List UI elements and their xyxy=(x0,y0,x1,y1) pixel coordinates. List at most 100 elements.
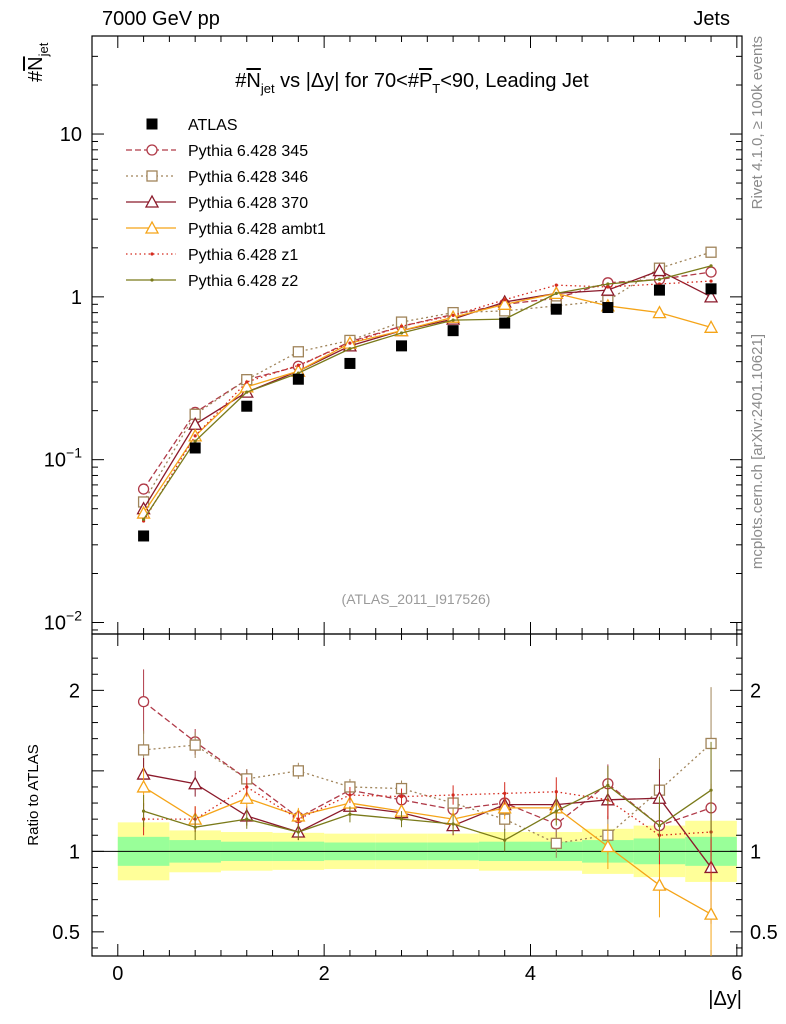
title-part-g: <90, Leading Jet xyxy=(440,70,589,92)
ratio-point-pythia-6-428-ambt1 xyxy=(703,906,719,920)
ratio-point-pythia-6-428-z2 xyxy=(399,817,404,821)
ratio-point-pythia-6-428-z1 xyxy=(503,791,507,795)
ylabel-part-b: N xyxy=(25,56,47,70)
analysis-watermark: (ATLAS_2011_I917526) xyxy=(342,591,491,607)
series-line-pythia-6-428-ambt1 xyxy=(143,292,712,514)
data-point-pythia-6-428-z2 xyxy=(657,277,662,281)
data-point-atlas xyxy=(344,357,356,369)
ratio-point-pythia-6-428-346 xyxy=(292,765,304,777)
data-point-pythia-6-428-z2 xyxy=(554,291,558,296)
ratio-line-pythia-6-428-z1 xyxy=(143,786,712,836)
ratio-point-pythia-6-428-z2 xyxy=(296,830,300,834)
main-y-axis-label: #Njet xyxy=(25,42,51,82)
ratio-y-tick-label: 2 xyxy=(69,680,80,702)
data-point-atlas xyxy=(189,442,201,454)
x-axis-label: |Δy| xyxy=(708,988,742,1010)
header-right-label: Jets xyxy=(693,8,730,30)
data-point-pythia-6-428-z1 xyxy=(296,363,300,367)
title-part-b: N xyxy=(246,70,260,92)
ratio-point-pythia-6-428-ambt1 xyxy=(239,790,254,804)
ylabel-part-a: # xyxy=(25,70,47,82)
ratio-point-pythia-6-428-z2 xyxy=(554,809,558,813)
ratio-point-pythia-6-428-345 xyxy=(137,695,150,708)
x-tick-label: 6 xyxy=(731,963,742,985)
series-line-pythia-6-428-370 xyxy=(143,269,712,510)
data-point-pythia-6-428-370 xyxy=(703,289,719,303)
legend-label-pythia-6-428-345: Pythia 6.428 345 xyxy=(188,143,308,160)
x-tick-label: 0 xyxy=(112,963,123,985)
data-point-atlas xyxy=(550,303,562,315)
ratio-y-tick-label: 0.5 xyxy=(52,922,80,944)
data-point-pythia-6-428-z2 xyxy=(245,390,249,394)
legend: ATLAS Pythia 6.428 345 Pythia 6.428 346 Pyt… xyxy=(126,117,326,290)
ratio-point-pythia-6-428-z1 xyxy=(554,790,558,794)
data-point-atlas xyxy=(292,373,304,385)
data-point-pythia-6-428-ambt1 xyxy=(652,305,667,319)
main-plot-axes: 10 1 10−1 10−2 xyxy=(44,35,743,635)
ratio-point-pythia-6-428-346 xyxy=(189,739,201,751)
rivet-version-label: Rivet 4.1.0, ≥ 100k events xyxy=(749,36,766,209)
legend-label-pythia-6-428-ambt1: Pythia 6.428 ambt1 xyxy=(188,221,326,238)
ratio-point-pythia-6-428-346 xyxy=(550,837,562,849)
ratio-point-pythia-6-428-z1 xyxy=(399,795,404,799)
series-line-pythia-6-428-z1 xyxy=(143,280,712,522)
data-point-pythia-6-428-z2 xyxy=(399,331,404,335)
ratio-point-pythia-6-428-z2 xyxy=(245,817,249,821)
legend-marker-pythia-6-428-z2 xyxy=(150,278,154,282)
legend-label-pythia-6-428-z1: Pythia 6.428 z1 xyxy=(188,247,298,264)
title-part-c: jet xyxy=(260,81,275,96)
data-point-atlas xyxy=(241,400,253,412)
main-y-tick-label: 1 xyxy=(71,287,82,309)
ratio-point-pythia-6-428-z1 xyxy=(245,785,249,789)
ratio-point-pythia-6-428-z2 xyxy=(709,788,713,792)
data-point-pythia-6-428-z1 xyxy=(451,313,455,317)
legend-marker-pythia-6-428-z1 xyxy=(150,252,154,256)
data-point-atlas xyxy=(447,325,459,337)
data-point-pythia-6-428-370 xyxy=(600,282,615,296)
data-point-atlas xyxy=(396,340,408,352)
data-point-atlas xyxy=(499,317,511,329)
ratio-line-pythia-6-428-346 xyxy=(143,742,712,844)
ratio-line-pythia-6-428-z2 xyxy=(143,784,712,841)
legend-marker-pythia-6-428-ambt1 xyxy=(144,220,160,234)
ratio-point-pythia-6-428-z2 xyxy=(348,812,352,816)
title-part-d: vs |Δy| for 70<# xyxy=(275,70,420,92)
ratio-point-pythia-6-428-z2 xyxy=(141,809,146,813)
data-point-pythia-6-428-z2 xyxy=(141,517,146,521)
chart-title: #Njet vs |Δy| for 70<#PT<90, Leading Jet xyxy=(235,70,589,96)
data-point-pythia-6-428-z1 xyxy=(709,279,713,283)
ratio-point-pythia-6-428-ambt1 xyxy=(136,779,151,793)
ratio-point-pythia-6-428-z1 xyxy=(348,793,352,797)
ylabel-part-c: jet xyxy=(36,42,51,57)
ratio-point-pythia-6-428-z1 xyxy=(296,817,300,821)
data-point-pythia-6-428-345 xyxy=(137,483,150,495)
series-line-pythia-6-428-346 xyxy=(143,251,712,503)
ratio-y-tick-label-right: 1 xyxy=(750,841,761,863)
data-point-pythia-6-428-346 xyxy=(705,246,717,258)
ratio-line-pythia-6-428-370 xyxy=(143,773,712,868)
ratio-point-pythia-6-428-z2 xyxy=(657,823,662,828)
data-point-pythia-6-428-z1 xyxy=(348,341,352,345)
main-y-tick-label: 10−1 xyxy=(44,445,82,472)
data-point-pythia-6-428-345 xyxy=(705,266,717,278)
ratio-point-pythia-6-428-z2 xyxy=(193,825,197,829)
x-tick-label: 2 xyxy=(319,963,330,985)
data-point-pythia-6-428-370 xyxy=(652,263,667,277)
ratio-line-pythia-6-428-ambt1 xyxy=(143,786,712,915)
legend-marker-pythia-6-428-370 xyxy=(144,194,160,208)
data-point-pythia-6-428-z1 xyxy=(193,434,197,438)
data-point-pythia-6-428-ambt1 xyxy=(497,296,512,310)
legend-marker-atlas xyxy=(146,118,158,130)
legend-label-atlas: ATLAS xyxy=(188,117,238,134)
title-part-a: # xyxy=(235,70,247,92)
legend-label-pythia-6-428-370: Pythia 6.428 370 xyxy=(188,195,308,212)
ratio-plot-frame xyxy=(91,633,743,957)
ratio-point-pythia-6-428-ambt1 xyxy=(497,800,512,814)
ratio-y-tick-label-right: 0.5 xyxy=(750,922,778,944)
legend-label-pythia-6-428-z2: Pythia 6.428 z2 xyxy=(188,273,298,290)
ratio-y-axis-label: Ratio to ATLAS xyxy=(25,744,42,845)
main-y-tick-label: 10 xyxy=(60,124,82,146)
ratio-point-pythia-6-428-z2 xyxy=(606,783,610,787)
ratio-point-pythia-6-428-z1 xyxy=(451,793,455,797)
